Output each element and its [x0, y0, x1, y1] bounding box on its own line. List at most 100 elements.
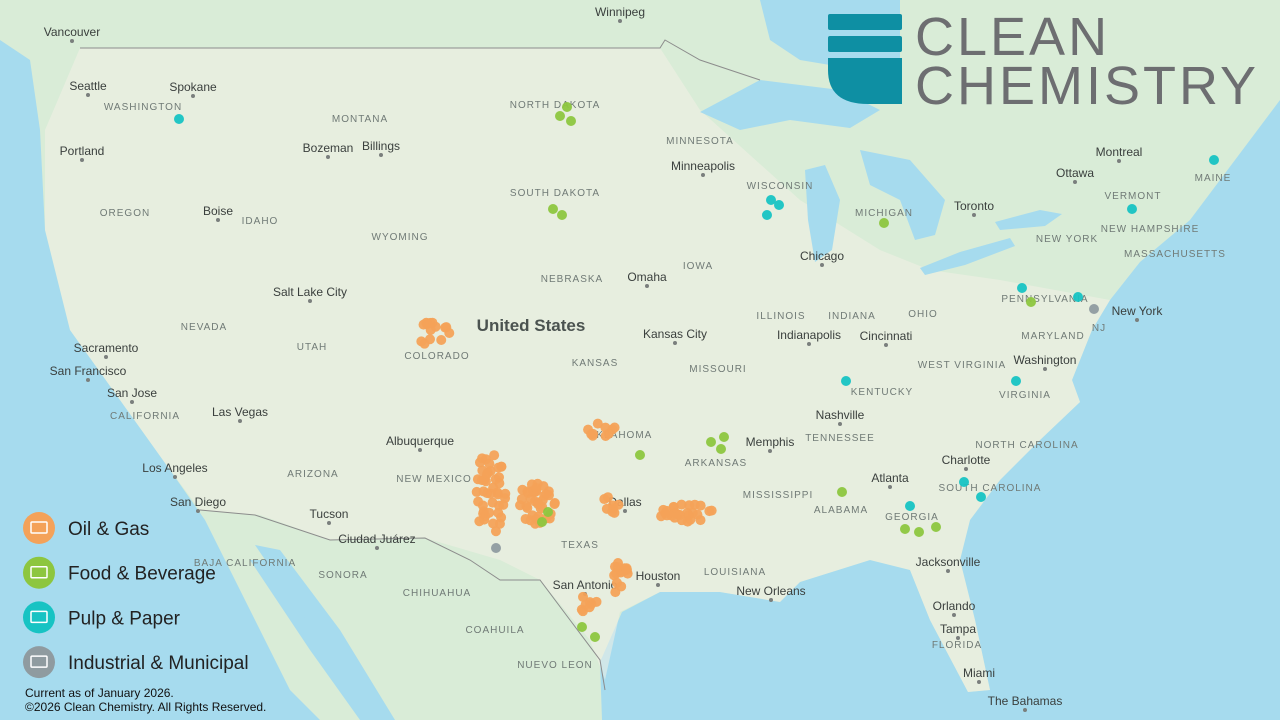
logo: CLEAN CHEMISTRY — [828, 7, 1256, 116]
city-dot — [645, 284, 649, 288]
region-label: MISSOURI — [689, 364, 746, 375]
lake-superior — [700, 80, 880, 130]
city-label: Portland — [60, 144, 105, 158]
site-dot — [488, 518, 499, 529]
region-label: ILLINOIS — [756, 311, 805, 322]
region-label: INDIANA — [828, 311, 876, 322]
city-label: Memphis — [746, 435, 795, 449]
city-label: Jacksonville — [916, 555, 981, 569]
city-dot — [86, 378, 90, 382]
site-dot — [684, 500, 695, 511]
city-label: Ottawa — [1056, 166, 1094, 180]
city-dot — [238, 419, 242, 423]
city-dot — [418, 448, 422, 452]
region-label: ARIZONA — [287, 469, 338, 480]
site-dot — [174, 114, 184, 124]
region-label: TEXAS — [561, 540, 599, 551]
region-label: OKLAHOMA — [588, 430, 653, 441]
city-dot — [884, 343, 888, 347]
site-dot — [543, 490, 554, 501]
city-dot — [196, 509, 200, 513]
site-dot — [474, 516, 485, 527]
city-label: Indianapolis — [777, 328, 841, 342]
city-label: Tucson — [310, 507, 349, 521]
site-dot — [490, 526, 501, 537]
site-dot — [555, 111, 565, 121]
city-label: Toronto — [954, 199, 994, 213]
city-label: Nashville — [816, 408, 865, 422]
region-label: COAHUILA — [465, 625, 524, 636]
mexico-border — [199, 509, 606, 691]
site-dot — [472, 474, 483, 485]
site-dot — [695, 515, 706, 526]
city-dot — [191, 94, 195, 98]
city-dot — [768, 449, 772, 453]
city-label: Las Vegas — [212, 405, 268, 419]
city-label: Boise — [203, 204, 233, 218]
site-dot — [522, 502, 533, 513]
site-dot — [591, 596, 602, 607]
city-label: Washington — [1014, 353, 1077, 367]
site-dot — [976, 492, 986, 502]
region-label: OHIO — [908, 309, 938, 320]
region-label: NJ — [1092, 323, 1106, 334]
city-label: San Francisco — [50, 364, 127, 378]
site-dot — [527, 510, 538, 521]
logo-line1: CLEAN — [915, 7, 1110, 67]
city-label: Minneapolis — [671, 159, 735, 173]
site-dot — [613, 499, 624, 510]
site-dot — [592, 418, 603, 429]
gulf-of-california — [255, 545, 395, 720]
city-label: New Orleans — [736, 584, 805, 598]
city-label: Ciudad Juárez — [338, 532, 415, 546]
site-dot — [601, 503, 612, 514]
region-label: COLORADO — [404, 351, 469, 362]
city-dot — [70, 39, 74, 43]
city-dot — [130, 400, 134, 404]
city-label: San Antonio — [553, 578, 618, 592]
place-labels: Winnipeg Vancouver Seattle Spokane WASHINGTO… — [44, 5, 1230, 712]
site-dot — [716, 444, 726, 454]
city-label: Cincinnati — [860, 329, 913, 343]
site-dot — [490, 474, 501, 485]
site-dot — [774, 200, 784, 210]
footer-line: Current as of January 2026. — [25, 686, 174, 700]
site-dot — [931, 522, 941, 532]
city-label: Omaha — [627, 270, 667, 284]
site-dot — [1017, 283, 1027, 293]
region-label: NEVADA — [181, 322, 227, 333]
region-label: MASSACHUSETTS — [1124, 249, 1226, 260]
lake-michigan — [805, 165, 840, 262]
site-dot — [491, 543, 501, 553]
site-dot — [914, 527, 924, 537]
city-dot — [701, 173, 705, 177]
city-label: Albuquerque — [386, 434, 454, 448]
region-label: TENNESSEE — [805, 433, 875, 444]
city-dot — [656, 583, 660, 587]
region-label: KANSAS — [572, 358, 619, 369]
city-dot — [327, 521, 331, 525]
region-label: ALABAMA — [814, 505, 868, 516]
city-dot — [673, 341, 677, 345]
site-dot — [603, 428, 614, 439]
site-dot — [959, 477, 969, 487]
city-label: Orlando — [933, 599, 976, 613]
site-dot — [482, 469, 493, 480]
site-dot — [766, 195, 776, 205]
region-label: NEW MEXICO — [396, 474, 472, 485]
city-label: Chicago — [800, 249, 844, 263]
site-dot — [588, 428, 599, 439]
region-label: NORTH CAROLINA — [975, 440, 1078, 451]
legend-label: Pulp & Paper — [68, 608, 181, 629]
site-dot — [549, 498, 560, 509]
city-label: Bozeman — [303, 141, 354, 155]
region-label: ARKANSAS — [685, 458, 747, 469]
city-dot — [964, 467, 968, 471]
region-label: NEW YORK — [1036, 234, 1098, 245]
site-dot — [484, 507, 495, 518]
city-label: Vancouver — [44, 25, 100, 39]
city-label: The Bahamas — [988, 694, 1063, 708]
site-dot — [473, 496, 484, 507]
city-label: Kansas City — [643, 327, 707, 341]
legend-label: Food & Beverage — [68, 564, 216, 585]
